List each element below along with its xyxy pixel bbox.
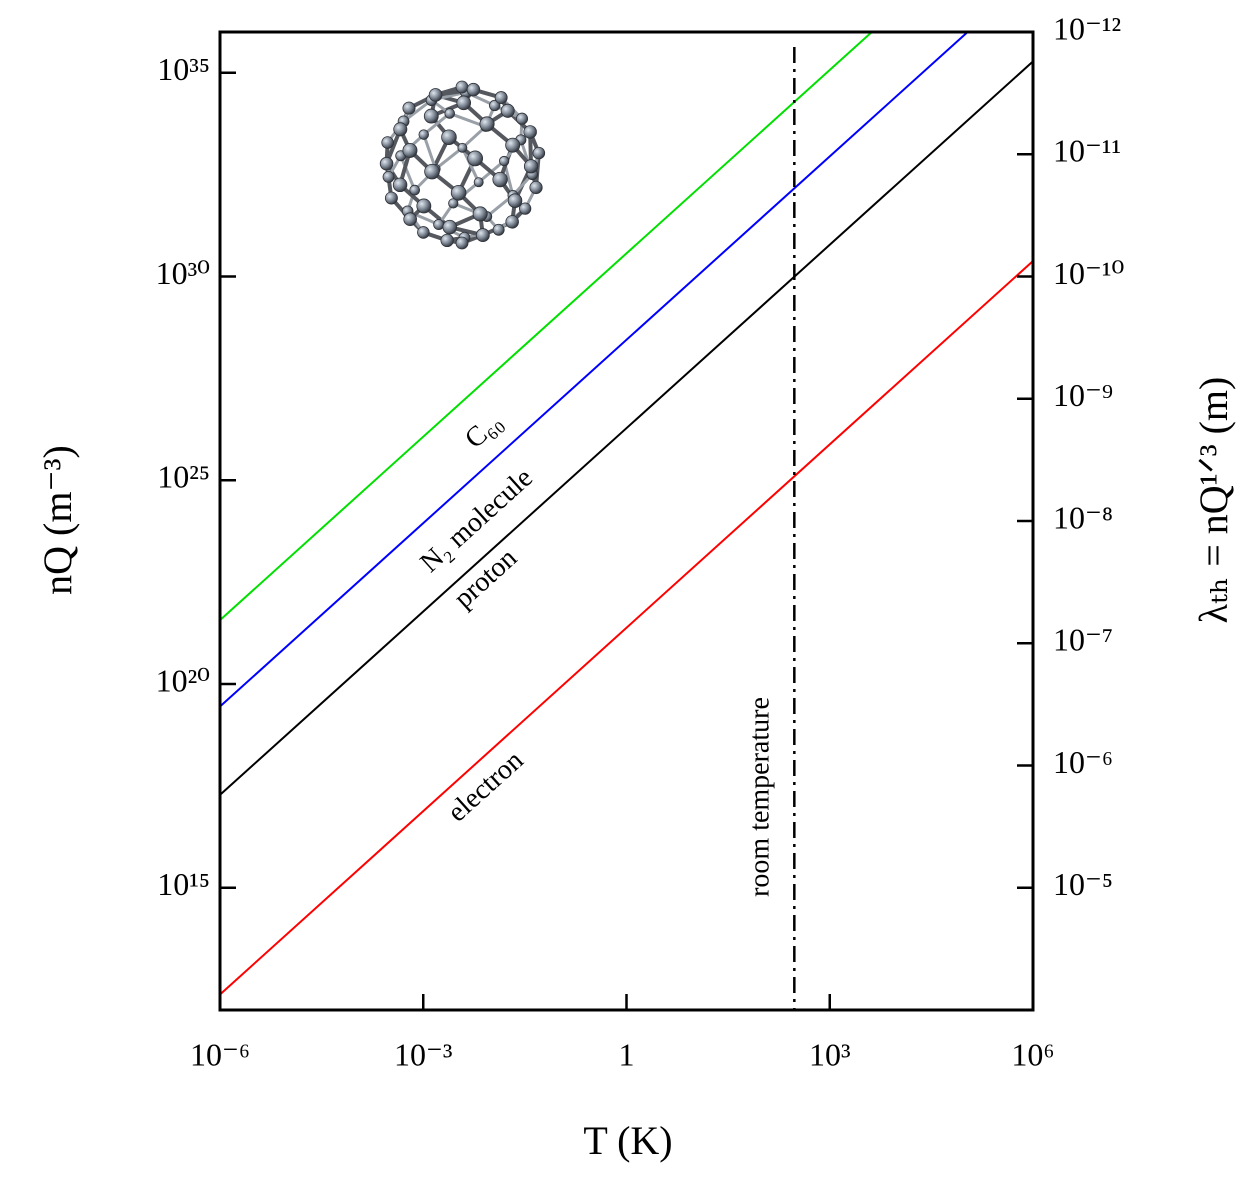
atom	[475, 228, 490, 242]
atom	[479, 116, 495, 132]
series-label: C₆₀	[459, 406, 508, 455]
series-label: N₂ molecule	[414, 462, 538, 579]
y2-tick-label: 10⁻⁵	[1053, 866, 1113, 902]
y2-tick-label: 10⁻⁶	[1053, 744, 1113, 780]
atom	[379, 156, 394, 171]
plot-frame	[218, 30, 1035, 1012]
bond	[422, 134, 438, 170]
atom	[500, 103, 515, 118]
atom	[416, 198, 432, 214]
x-tick-label: 1	[619, 1036, 635, 1072]
series-line	[220, 32, 874, 621]
atom	[519, 202, 532, 215]
series-line	[220, 60, 1033, 796]
bond	[422, 112, 451, 136]
atom	[393, 122, 408, 137]
y2-tick-label: 10⁻⁸	[1053, 499, 1113, 535]
atom	[489, 99, 501, 112]
atom	[494, 91, 508, 105]
atom	[507, 193, 523, 208]
x-tick-label: 10³	[809, 1036, 851, 1072]
y2-tick-label: 10⁻¹²	[1053, 10, 1121, 46]
atom	[381, 136, 394, 149]
y-tick-label: 10²⁰	[156, 662, 210, 698]
atom	[424, 163, 440, 180]
atom	[403, 212, 417, 227]
atom	[492, 223, 505, 236]
atom	[442, 219, 458, 235]
plot-lines	[220, 32, 1033, 996]
atom	[392, 177, 408, 193]
atom	[417, 226, 430, 239]
atom	[450, 184, 467, 201]
atom	[418, 129, 429, 140]
series-label: electron	[442, 745, 530, 828]
x-tick-label: 10⁶	[1011, 1036, 1054, 1072]
atom	[467, 150, 484, 167]
atom	[466, 82, 481, 97]
atom	[433, 218, 445, 231]
bond	[461, 125, 487, 149]
x-axis-label: T (K)	[583, 1118, 672, 1163]
atom	[423, 108, 439, 124]
atom	[440, 233, 454, 248]
x-tick-label: 10⁻³	[394, 1036, 452, 1072]
atom	[472, 206, 488, 222]
atom	[473, 177, 484, 188]
atom	[441, 129, 457, 146]
atom	[402, 101, 416, 115]
x-tick-label: 10⁻⁶	[190, 1036, 250, 1072]
atom	[523, 125, 537, 139]
atom	[505, 215, 519, 229]
atom	[515, 112, 529, 125]
atom	[492, 171, 508, 188]
atom	[456, 95, 472, 111]
y-tick-label: 10³⁵	[157, 51, 210, 87]
atom	[498, 155, 510, 167]
atom	[448, 198, 459, 209]
atom	[382, 170, 395, 183]
atom	[409, 184, 420, 196]
atom	[455, 80, 469, 94]
fullerene-illustration	[379, 80, 546, 250]
atom	[505, 137, 521, 153]
atom	[428, 88, 443, 102]
y-tick-label: 10²⁵	[157, 459, 210, 495]
atom	[532, 146, 546, 160]
atom	[523, 159, 539, 174]
bond	[461, 147, 481, 183]
series-line	[220, 260, 1033, 996]
bond	[399, 155, 417, 191]
y2-tick-label: 10⁻¹¹	[1053, 133, 1121, 169]
atom	[402, 142, 418, 158]
atom	[457, 142, 468, 153]
y2-tick-label: 10⁻¹⁰	[1053, 255, 1124, 291]
atom	[529, 180, 543, 195]
bond	[434, 146, 464, 171]
y-tick-label: 10¹⁵	[157, 866, 210, 902]
atom	[384, 191, 398, 205]
atom	[444, 108, 456, 119]
y-tick-label: 10³⁰	[156, 255, 210, 291]
y2-tick-label: 10⁻⁹	[1053, 377, 1113, 413]
y-axis-label: nQ (m⁻³)	[35, 445, 80, 595]
y2-tick-label: 10⁻⁷	[1053, 622, 1113, 658]
annotation-label: room temperature	[745, 697, 776, 897]
series-line	[220, 32, 970, 708]
atom	[455, 236, 469, 250]
y2-axis-label: λₜₕ = nQ¹ᐟ³ (m)	[1191, 377, 1236, 624]
